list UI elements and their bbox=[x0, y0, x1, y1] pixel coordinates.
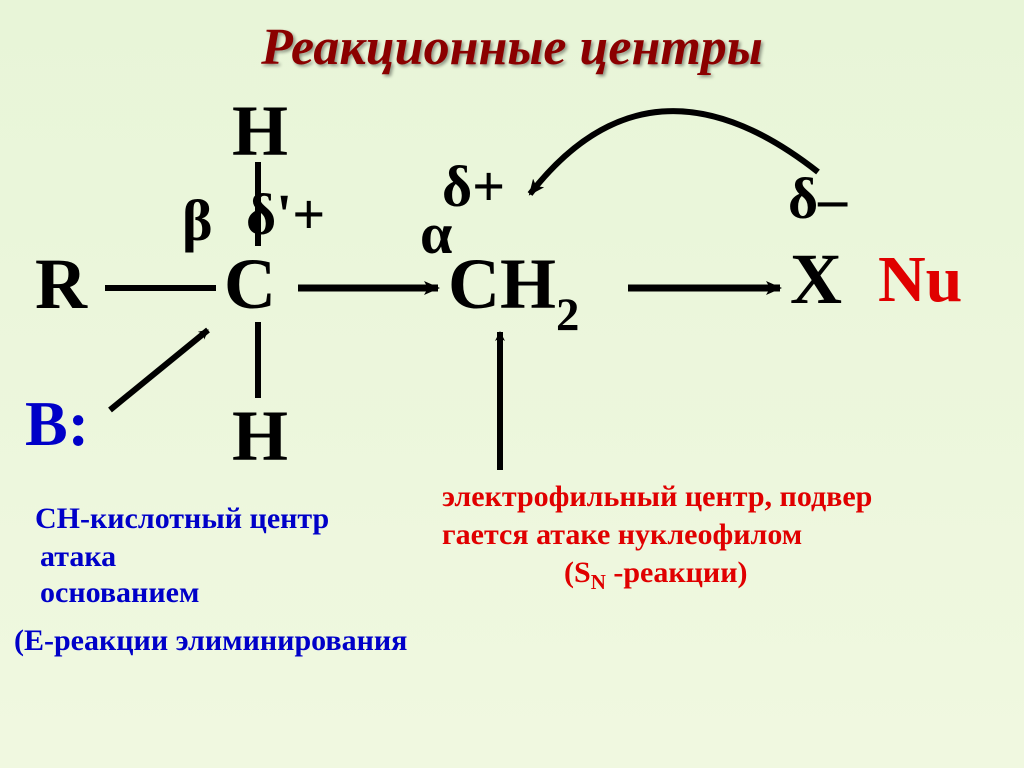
charge-delta-minus: δ– bbox=[788, 170, 847, 228]
note-sn-reaction: (SN -реакции) bbox=[564, 556, 747, 594]
ch2-C: C bbox=[448, 244, 500, 324]
sn-pre: (S bbox=[564, 556, 591, 589]
atom-X: X bbox=[790, 243, 842, 315]
note-attack-1: атака bbox=[40, 540, 116, 573]
atom-Nu: Nu bbox=[878, 247, 962, 313]
page-title: Реакционные центры bbox=[0, 18, 1024, 77]
bond-R-C bbox=[105, 285, 216, 291]
note-ch-acid: CH-кислотный центр bbox=[35, 502, 329, 535]
arrow-Nu-curve bbox=[530, 111, 818, 194]
ch2-H: H bbox=[500, 244, 556, 324]
atom-C-beta: C bbox=[224, 248, 276, 320]
label-base: B: bbox=[25, 392, 89, 456]
ch2-sub: 2 bbox=[556, 289, 579, 341]
atom-H-top: H bbox=[232, 95, 288, 167]
note-electrophilic-1: электрофильный центр, подвер bbox=[442, 480, 872, 513]
note-e-reaction: (E-реакции элиминирования bbox=[14, 624, 407, 657]
atom-R: R bbox=[35, 248, 87, 320]
note-attack-2: основанием bbox=[40, 576, 199, 609]
arrow-B-to-C bbox=[110, 330, 208, 410]
bond-C-Hbot bbox=[255, 322, 261, 398]
atom-CH2: CH2 bbox=[448, 248, 579, 332]
charge-delta-plus: δ+ bbox=[442, 158, 505, 216]
atom-H-bottom: H bbox=[232, 400, 288, 472]
note-electrophilic-2: гается атаке нуклеофилом bbox=[442, 518, 802, 551]
label-beta: β bbox=[182, 192, 213, 250]
sn-post: -реакции) bbox=[606, 556, 748, 589]
sn-sub: N bbox=[591, 570, 606, 594]
bond-C-Htop bbox=[255, 162, 261, 246]
